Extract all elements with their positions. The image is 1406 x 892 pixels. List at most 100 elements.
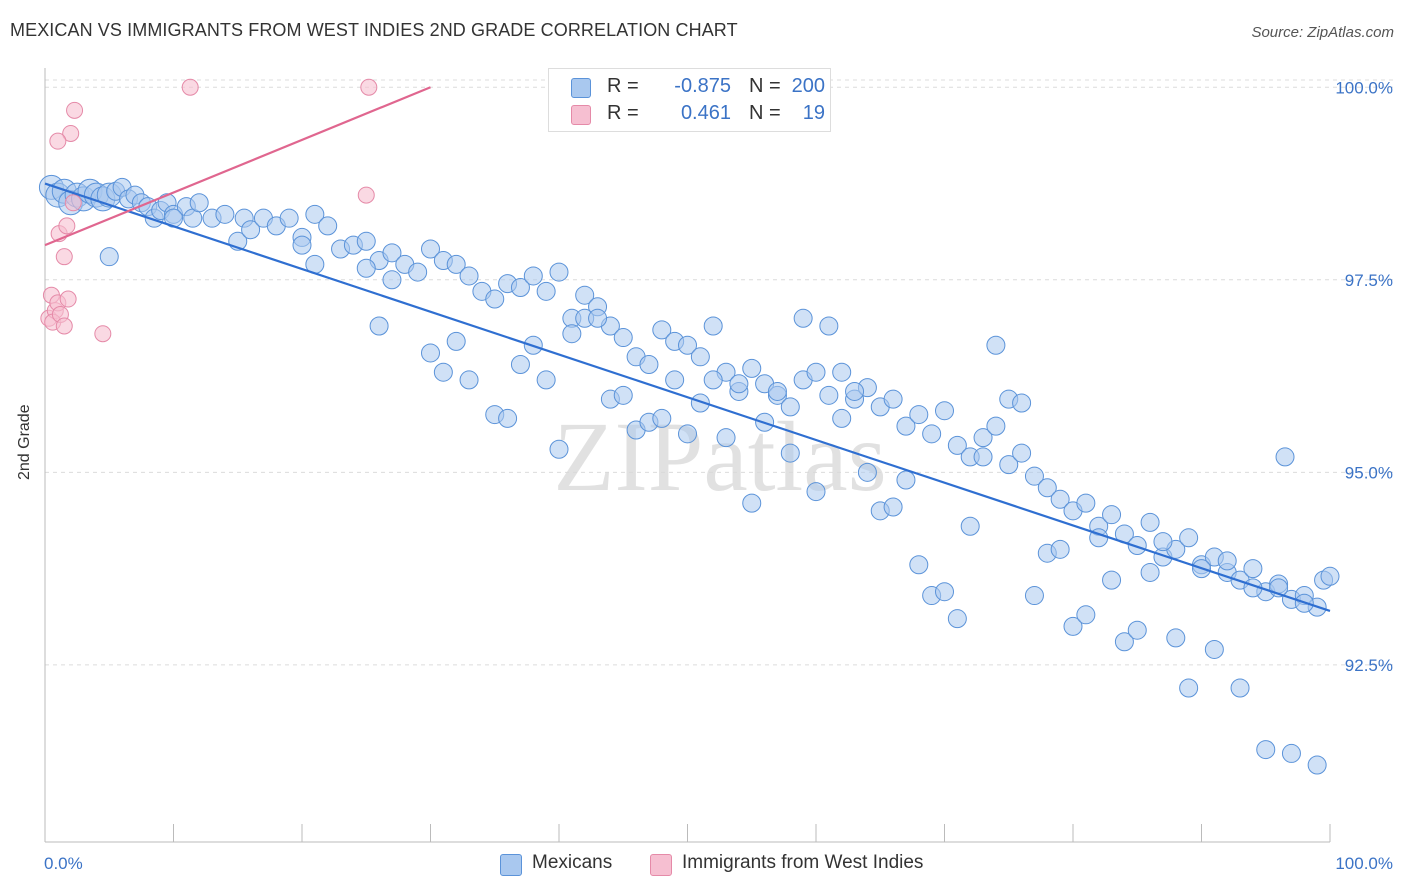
mexicans-point: [1076, 605, 1096, 625]
mexicans-point: [1153, 532, 1173, 552]
y-tick-label: 100.0%: [1335, 78, 1393, 97]
mexicans-point: [1024, 466, 1044, 486]
mexicans-point: [1102, 570, 1122, 590]
legend-r-label: R =: [607, 102, 639, 124]
mexicans-point: [909, 555, 929, 575]
west-indies-point: [58, 217, 76, 235]
mexicans-point: [382, 243, 402, 263]
mexicans-point: [857, 462, 877, 482]
mexicans-point: [523, 266, 543, 286]
mexicans-point: [189, 193, 209, 213]
chart-title: MEXICAN VS IMMIGRANTS FROM WEST INDIES 2…: [10, 20, 738, 40]
mexicans-point: [459, 370, 479, 390]
mexicans-point: [1204, 639, 1224, 659]
west-indies-point: [55, 317, 73, 335]
mexicans-point: [832, 408, 852, 428]
mexicans-point: [1179, 678, 1199, 698]
watermark: ZIPatlas: [553, 401, 886, 512]
west-indies-point: [64, 194, 82, 212]
x-tick-label: 0.0%: [44, 854, 83, 873]
mexicans-point: [408, 262, 428, 282]
mexicans-point: [665, 370, 685, 390]
mexicans-point: [1076, 493, 1096, 513]
mexicans-point: [935, 582, 954, 602]
mexicans-point: [1127, 535, 1147, 555]
mexicans-point: [549, 262, 569, 282]
mexicans-point: [588, 308, 608, 328]
mexicans-point: [1320, 566, 1340, 586]
mexicans-point: [318, 216, 338, 236]
mexicans-point: [652, 320, 672, 340]
west-indies-point: [357, 186, 375, 204]
legend-n-value: 19: [802, 102, 825, 124]
mexicans-point: [421, 239, 440, 259]
legend-n-label: N =: [749, 102, 781, 124]
mexicans-point: [1179, 528, 1199, 548]
mexicans-point: [1275, 447, 1295, 467]
mexicans-point: [1012, 443, 1032, 463]
mexicans-point: [421, 343, 440, 363]
mexicans-point: [536, 281, 556, 301]
mexicans-point: [241, 220, 261, 240]
mexicans-point: [305, 204, 325, 224]
mexicans-point: [678, 335, 697, 355]
mexicans-point: [690, 347, 710, 367]
mexicans-point: [947, 609, 967, 629]
mexicans-point: [1114, 632, 1134, 652]
mexicans-point: [819, 316, 839, 336]
legend-r-label: R =: [607, 75, 639, 97]
mexicans-point: [1230, 678, 1250, 698]
bottom-legend-label: Immigrants from West Indies: [682, 852, 924, 873]
mexicans-point: [1256, 740, 1276, 760]
mexicans-point: [678, 424, 697, 444]
legend-r-value: -0.875: [674, 75, 731, 97]
mexicans-point: [575, 285, 595, 305]
legend-n-label: N =: [749, 75, 781, 97]
mexicans-point: [292, 235, 312, 255]
mexicans-point: [613, 385, 633, 405]
mexicans-point: [1050, 539, 1070, 559]
mexicans-point: [1243, 559, 1263, 579]
legend-swatch-west-indies: [571, 105, 591, 125]
mexicans-point: [652, 408, 672, 428]
mexicans-point: [215, 204, 235, 224]
mexicans-point: [562, 324, 582, 344]
mexicans-point: [446, 331, 466, 351]
mexicans-point: [729, 374, 749, 394]
mexicans-point: [935, 401, 954, 421]
mexicans-point: [716, 428, 736, 448]
mexicans-point: [1166, 628, 1186, 648]
legend-swatch-mexicans: [571, 78, 591, 98]
west-indies-point: [360, 78, 378, 96]
mexicans-point: [832, 362, 852, 382]
mexicans-points: [38, 174, 1340, 775]
mexicans-point: [1307, 755, 1327, 775]
bottom-legend-swatch-west-indies: [650, 854, 672, 876]
mexicans-point: [806, 482, 826, 502]
west-indies-point: [62, 124, 80, 142]
mexicans-point: [960, 516, 980, 536]
west-indies-point: [49, 132, 67, 150]
mexicans-point: [382, 270, 402, 290]
west-indies-point: [55, 248, 73, 266]
mexicans-point: [536, 370, 556, 390]
mexicans-point: [780, 397, 800, 417]
mexicans-point: [1217, 551, 1237, 571]
trend-lines: [44, 86, 1331, 612]
mexicans-point: [922, 424, 942, 444]
west-indies-point: [66, 101, 84, 119]
mexicans-point: [1063, 616, 1083, 636]
west-indies-point: [59, 290, 77, 308]
mexicans-point: [498, 408, 518, 428]
mexicans-point: [613, 328, 633, 348]
mexicans-point: [639, 355, 659, 375]
mexicans-point: [690, 393, 710, 413]
mexicans-point: [1127, 620, 1147, 640]
mexicans-point: [703, 370, 723, 390]
mexicans-point: [1140, 512, 1160, 532]
mexicans-point: [356, 258, 376, 278]
west-indies-trend-line: [44, 86, 431, 247]
mexicans-point: [845, 381, 865, 401]
mexicans-point: [446, 254, 466, 274]
bottom-legend-swatch-mexicans: [500, 854, 522, 876]
